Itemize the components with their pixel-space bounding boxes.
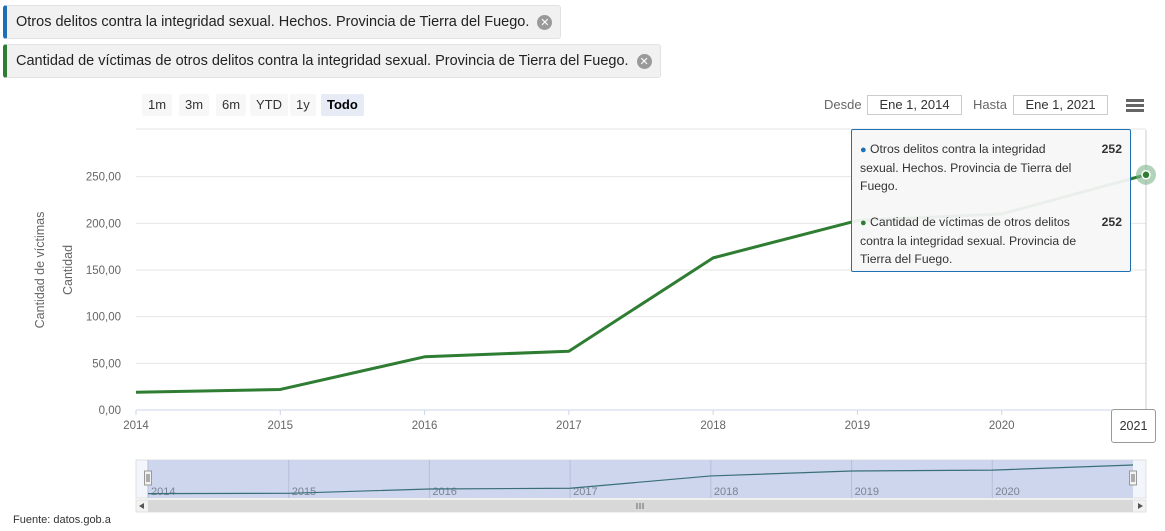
x-tick-label: 2017 [556,420,582,432]
x-tick-label: 2016 [412,420,438,432]
range-button-3m[interactable]: 3m [179,94,210,116]
date-to-input[interactable]: Ene 1, 2021 [1013,95,1108,115]
y-tick-label: 150,00 [86,265,121,277]
navigator-tick-label: 2020 [995,486,1019,498]
navigator-tick-label: 2014 [151,486,175,498]
series-chip-victimas[interactable]: Cantidad de víctimas de otros delitos co… [3,44,661,78]
series-bullet-icon: ● [860,217,867,229]
navigator-series [147,464,1134,495]
x-tick-label: 2014 [123,420,149,432]
hamburger-menu-icon[interactable] [1126,99,1144,113]
navigator-background [135,459,1147,499]
navigator-tick-label: 2016 [432,486,456,498]
source-credit: Fuente: datos.gob.a [13,514,111,526]
y-tick-label: 0,00 [99,405,121,417]
x-tick-label: 2019 [845,420,871,432]
series-bullet-icon: ● [860,144,867,156]
y-tick-label: 200,00 [86,218,121,230]
date-from-label: Desde [824,97,862,112]
scroll-right-icon[interactable] [1138,503,1143,509]
remove-series-icon[interactable]: ✕ [537,14,553,30]
series-chip-label: Cantidad de víctimas de otros delitos co… [16,53,629,69]
x-tick-label: 2018 [700,420,726,432]
tooltip-series-label: Otros delitos contra la integridad sexua… [860,142,1072,193]
remove-series-icon[interactable]: ✕ [636,53,652,69]
hover-halo [1136,164,1156,185]
navigator-left-handle[interactable] [144,470,152,486]
y-axis-label-victimas: Cantidad de víctimas [33,212,47,329]
navigator-right-handle[interactable] [1129,470,1137,486]
navigator-tick-label: 2018 [714,486,738,498]
series-chip-hechos[interactable]: Otros delitos contra la integridad sexua… [3,5,562,39]
tooltip-item: ● Cantidad de víctimas de otros delitos … [860,213,1122,268]
x-axis-ticks: 2014 2015 2016 2017 2018 2019 2020 [123,410,1015,432]
tooltip-value: 252 [1101,215,1122,229]
scroll-left-icon[interactable] [139,503,144,509]
hover-point [1141,170,1151,180]
scrollbar-thumb[interactable] [148,500,1133,512]
y-axis-label-cantidad: Cantidad [61,245,75,295]
y-tick-label: 50,00 [92,358,121,370]
x-axis-crosshair-label: 2021 [1111,409,1156,443]
range-button-6m[interactable]: 6m [216,94,247,116]
navigator: 2014 2015 2016 2017 2018 2019 2020 [135,459,1147,513]
range-button-1y[interactable]: 1y [290,94,316,116]
x-tick-label: 2015 [267,420,293,432]
range-button-ytd[interactable]: YTD [250,94,288,116]
series-chip-label: Otros delitos contra la integridad sexua… [16,14,530,30]
range-button-all[interactable]: Todo [321,94,364,116]
y-tick-label: 250,00 [86,172,121,184]
x-tick-label: 2020 [989,420,1015,432]
scrollbar-track[interactable] [135,499,1147,513]
y-tick-label: 100,00 [86,312,121,324]
navigator-tick-label: 2015 [292,486,316,498]
tooltip-value: 252 [1101,142,1122,156]
date-from-input[interactable]: Ene 1, 2014 [867,95,962,115]
y-axis-ticks: 0,00 50,00 100,00 150,00 200,00 250,00 [86,172,121,417]
navigator-tick-label: 2017 [573,486,597,498]
tooltip-series-label: Cantidad de víctimas de otros delitos co… [860,215,1077,266]
tooltip-item: ● Otros delitos contra la integridad sex… [860,140,1122,195]
navigator-selection[interactable] [148,460,1133,498]
date-to-label: Hasta [973,97,1007,112]
navigator-tick-label: 2019 [855,486,879,498]
range-button-1m[interactable]: 1m [142,94,173,116]
tooltip: ● Otros delitos contra la integridad sex… [851,129,1131,272]
